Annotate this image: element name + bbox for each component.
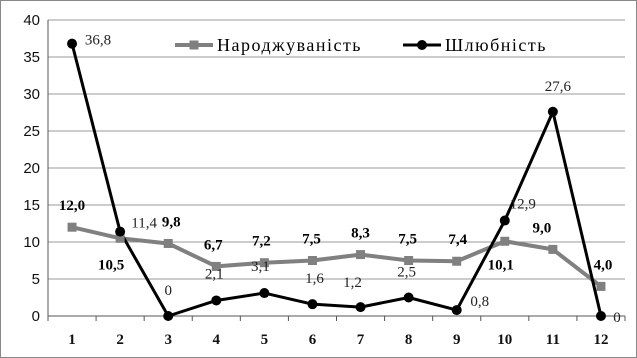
data-label-s1-8: 7,5: [398, 232, 417, 248]
series-1-point: [596, 281, 606, 291]
series-2-point: [595, 311, 606, 321]
series-1-point: [67, 222, 77, 232]
data-label-s2-6: 1,6: [305, 271, 324, 287]
data-label-s1-9: 7,4: [448, 232, 467, 248]
x-tick-2: 2: [116, 332, 124, 348]
series-1-point: [211, 261, 221, 271]
x-tick-3: 3: [164, 332, 172, 348]
x-tick-labels: 1 2 3 4 5 6 7 8 9 10 11 12: [68, 332, 608, 348]
series-2-point: [115, 226, 126, 237]
data-label-s1-4: 6,7: [204, 237, 223, 253]
series-2-point: [307, 299, 318, 310]
data-label-s2-5: 3,1: [251, 259, 270, 275]
data-label-s1-3: 9,8: [162, 214, 181, 230]
x-tick-11: 11: [546, 332, 560, 348]
y-tick-35: 35: [23, 49, 40, 66]
legend-label-1: Народжуваність: [217, 35, 362, 55]
series-line-1: [71, 225, 603, 288]
data-label-s1-2: 10,5: [98, 257, 124, 273]
series-1-point: [404, 256, 414, 265]
series-2-point: [451, 305, 462, 316]
data-label-s1-1: 12,0: [59, 198, 85, 214]
data-label-s2-11: 27,6: [545, 79, 572, 95]
y-tick-5: 5: [32, 271, 40, 288]
data-label-s1-12: 4,0: [594, 257, 613, 273]
series-1-point: [115, 233, 125, 243]
x-tick-10: 10: [497, 332, 512, 348]
x-tick-1: 1: [68, 332, 76, 348]
y-tick-10: 10: [23, 234, 40, 251]
series-2-point: [67, 38, 78, 49]
data-label-s2-8: 2,5: [397, 265, 416, 281]
series-1-point: [548, 244, 558, 254]
x-tick-5: 5: [261, 332, 269, 348]
legend-marker-circle: [417, 40, 427, 50]
legend-marker-square: [189, 40, 199, 50]
series-2-point: [355, 302, 366, 313]
x-tick-6: 6: [309, 332, 317, 348]
y-tick-40: 40: [23, 12, 40, 29]
data-label-s2-7: 1,2: [343, 275, 362, 291]
data-label-s2-1: 36,8: [85, 33, 111, 49]
series-1-point: [307, 256, 317, 265]
data-label-s1-11: 9,0: [533, 220, 552, 236]
data-label-s2-10: 12,9: [510, 197, 536, 213]
data-label-s1-5: 7,2: [252, 234, 271, 250]
data-label-s2-9: 0,8: [470, 294, 489, 310]
axes: [47, 20, 626, 321]
data-label-s2-2: 11,4: [131, 216, 157, 232]
x-tick-7: 7: [357, 332, 365, 348]
series-2-point: [163, 311, 174, 321]
legend: Народжуваність Шлюбність: [175, 35, 547, 55]
series-1-point: [452, 256, 462, 266]
data-labels: 12,0 10,5 9,8 6,7 7,2 7,5 8,3 7,5 7,4 10,1 9,0 4,0 3…: [59, 33, 621, 326]
series-1-point: [500, 236, 510, 246]
series-1-point: [163, 238, 173, 248]
x-tick-9: 9: [453, 332, 461, 348]
y-tick-30: 30: [23, 86, 40, 103]
data-label-s2-4: 2,1: [205, 266, 224, 282]
y-tick-labels: 0 5 10 15 20 25 30 35 40: [23, 12, 40, 325]
series-2-point: [547, 106, 558, 117]
data-label-s2-3: 0: [164, 283, 172, 299]
series-markers: [67, 38, 606, 321]
series-1-point: [356, 250, 366, 260]
x-tick-12: 12: [593, 332, 608, 348]
data-label-s1-6: 7,5: [302, 232, 321, 248]
y-tick-25: 25: [23, 123, 40, 140]
x-tick-8: 8: [405, 332, 413, 348]
series-line-2: [70, 43, 603, 318]
x-tick-4: 4: [213, 332, 221, 348]
y-tick-15: 15: [23, 197, 40, 214]
y-tick-20: 20: [23, 160, 40, 177]
data-label-s1-7: 8,3: [351, 226, 370, 242]
series-2-point: [403, 292, 414, 303]
series-2-point: [211, 295, 222, 306]
series-2-point: [499, 215, 510, 226]
legend-label-2: Шлюбність: [445, 35, 547, 55]
y-tick-0: 0: [32, 308, 40, 325]
series-2-point: [259, 288, 270, 299]
data-label-s1-10: 10,1: [488, 257, 514, 273]
series-lines: [70, 43, 603, 318]
data-label-s2-12: 0: [613, 310, 621, 326]
series-1-point: [259, 258, 269, 268]
